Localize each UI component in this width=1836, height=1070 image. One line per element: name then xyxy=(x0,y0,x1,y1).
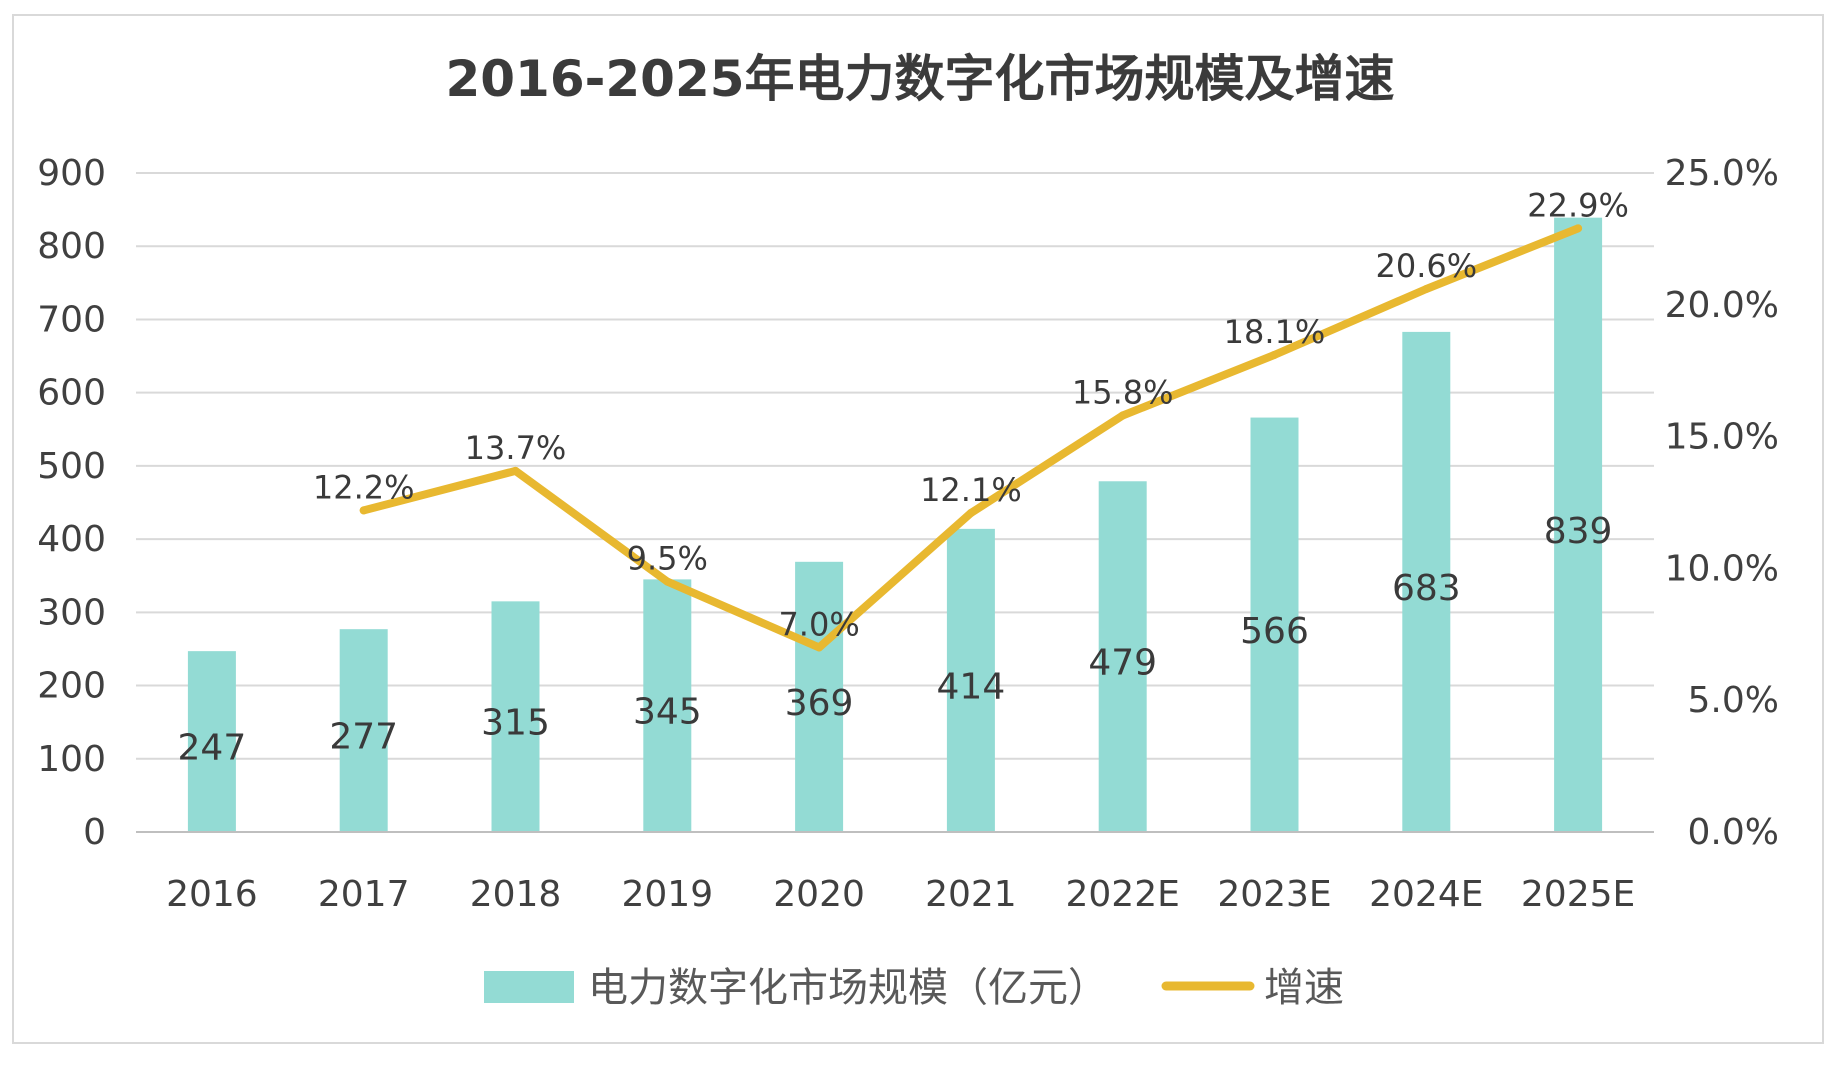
y-left-tick-label: 200 xyxy=(37,666,106,707)
growth-value-label: 22.9% xyxy=(1527,186,1629,224)
x-tick-label: 2021 xyxy=(925,874,1017,915)
growth-point xyxy=(663,577,672,586)
growth-point xyxy=(511,466,520,475)
bar xyxy=(1402,331,1451,832)
y-left-tick-label: 900 xyxy=(37,153,106,194)
x-tick-label: 2017 xyxy=(318,874,410,915)
x-tick-label: 2019 xyxy=(621,874,713,915)
grid-layer xyxy=(136,172,1654,760)
x-tick-label: 2024E xyxy=(1369,874,1483,915)
legend-layer: 电力数字化市场规模（亿元） 增速 xyxy=(484,965,1344,1011)
line-layer xyxy=(359,224,1583,652)
bar xyxy=(1554,217,1603,833)
growth-point xyxy=(359,506,368,515)
growth-value-label: 20.6% xyxy=(1375,247,1477,285)
y-right-tick-label: 15.0% xyxy=(1665,417,1779,458)
growth-value-label: 18.1% xyxy=(1224,313,1326,351)
bar-value-label: 839 xyxy=(1544,511,1613,552)
bar xyxy=(795,561,844,832)
y-right-tick-label: 10.0% xyxy=(1665,548,1779,589)
bar xyxy=(643,579,692,832)
bar xyxy=(946,528,995,832)
y-right-tick-label: 5.0% xyxy=(1688,680,1779,721)
x-tick-label: 2023E xyxy=(1217,874,1331,915)
y-left-tick-label: 100 xyxy=(37,739,106,780)
chart-title: 2016-2025年电力数字化市场规模及增速 xyxy=(445,50,1394,108)
bar-value-label: 566 xyxy=(1240,611,1309,652)
growth-point xyxy=(1270,350,1279,359)
x-tick-label: 2020 xyxy=(773,874,865,915)
bar xyxy=(1098,481,1147,832)
growth-point xyxy=(1118,411,1127,420)
bar-value-label: 247 xyxy=(178,728,247,769)
growth-value-label: 13.7% xyxy=(465,429,567,467)
growth-value-label: 12.1% xyxy=(920,471,1022,509)
x-tick-label: 2025E xyxy=(1521,874,1635,915)
bar xyxy=(339,629,388,832)
bars-layer xyxy=(187,217,1603,833)
y-right-tick-label: 0.0% xyxy=(1688,812,1779,853)
y-left-tick-label: 300 xyxy=(37,592,106,633)
growth-value-label: 7.0% xyxy=(778,605,859,643)
bar-value-label: 277 xyxy=(329,717,398,758)
legend-bar-label: 电力数字化市场规模（亿元） xyxy=(588,965,1108,1011)
bar xyxy=(187,651,236,832)
chart-frame: 2016-2025年电力数字化市场规模及增速 247 277 315 345 369 41… xyxy=(12,14,1824,1044)
bar xyxy=(1250,417,1299,832)
y-left-tick-label: 0 xyxy=(83,812,106,853)
growth-point xyxy=(815,643,824,652)
growth-point xyxy=(966,509,975,518)
bar-value-label: 369 xyxy=(785,683,854,724)
y-left-tick-label: 800 xyxy=(37,226,106,267)
y-left-tick-label: 600 xyxy=(37,373,106,414)
growth-value-label: 12.2% xyxy=(313,468,415,506)
bar xyxy=(491,601,540,832)
x-tick-label: 2016 xyxy=(166,874,258,915)
chart-svg: 2016-2025年电力数字化市场规模及增速 247 277 315 345 369 41… xyxy=(37,50,1779,1011)
growth-point xyxy=(1574,224,1583,233)
y-right-tick-label: 25.0% xyxy=(1665,153,1779,194)
x-tick-label: 2022E xyxy=(1066,874,1180,915)
growth-point xyxy=(1422,284,1431,293)
y-left-tick-label: 500 xyxy=(37,446,106,487)
y-left-tick-label: 400 xyxy=(37,519,106,560)
bar-value-label: 345 xyxy=(633,692,702,733)
x-tick-label: 2018 xyxy=(470,874,562,915)
legend-bar-swatch xyxy=(484,971,574,1003)
bar-value-label: 683 xyxy=(1392,568,1461,609)
bar-value-label: 315 xyxy=(481,703,550,744)
axis-layer: 0 100 200 300 400 500 600 700 800 900 0.0% 5.0% 10.0… xyxy=(37,153,1779,915)
bar-value-label: 414 xyxy=(937,666,1006,707)
bar-value-label: 479 xyxy=(1088,643,1157,684)
y-right-tick-label: 20.0% xyxy=(1665,285,1779,326)
y-left-tick-label: 700 xyxy=(37,299,106,340)
labels-layer: 247 277 315 345 369 414 479 566 683 839 12.2% 13.7%… xyxy=(178,186,1629,768)
growth-value-label: 9.5% xyxy=(627,540,708,578)
legend-line-label: 增速 xyxy=(1264,965,1344,1011)
growth-value-label: 15.8% xyxy=(1072,374,1174,412)
